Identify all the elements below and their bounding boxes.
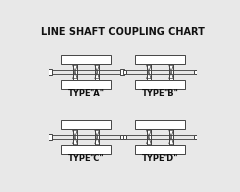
Bar (135, 145, 185, 154)
Bar (73, 65, 77, 79)
Bar (61, 120, 111, 129)
Bar (61, 80, 111, 89)
Text: "B": "B" (163, 89, 178, 98)
Bar (123, 70, 126, 74)
Bar (61, 145, 111, 154)
Bar (147, 130, 151, 144)
Bar (194, 135, 197, 139)
Bar (147, 129, 151, 145)
Bar (169, 130, 173, 144)
Bar (147, 64, 151, 80)
Bar (135, 55, 185, 64)
Text: "C": "C" (89, 154, 104, 163)
Bar (120, 135, 123, 139)
Bar (95, 64, 99, 80)
Bar (61, 55, 111, 64)
Text: TYPE: TYPE (68, 154, 92, 163)
Text: "A": "A" (89, 89, 104, 98)
Bar (73, 129, 77, 145)
Bar (147, 65, 151, 79)
Bar (48, 69, 52, 75)
Text: LINE SHAFT COUPLING CHART: LINE SHAFT COUPLING CHART (41, 27, 205, 37)
Bar (95, 65, 99, 79)
Bar (120, 69, 125, 75)
Bar (73, 130, 77, 144)
Text: TYPE: TYPE (68, 89, 92, 98)
Text: TYPE: TYPE (142, 154, 166, 163)
Text: "D": "D" (162, 154, 178, 163)
Bar (169, 129, 173, 145)
Text: TYPE: TYPE (142, 89, 166, 98)
Bar (169, 64, 173, 80)
Bar (194, 70, 197, 74)
Bar (48, 134, 52, 140)
Bar (95, 130, 99, 144)
Bar (95, 129, 99, 145)
Bar (123, 135, 126, 139)
Bar (135, 120, 185, 129)
Bar (135, 80, 185, 89)
Bar (169, 65, 173, 79)
Bar (73, 64, 77, 80)
